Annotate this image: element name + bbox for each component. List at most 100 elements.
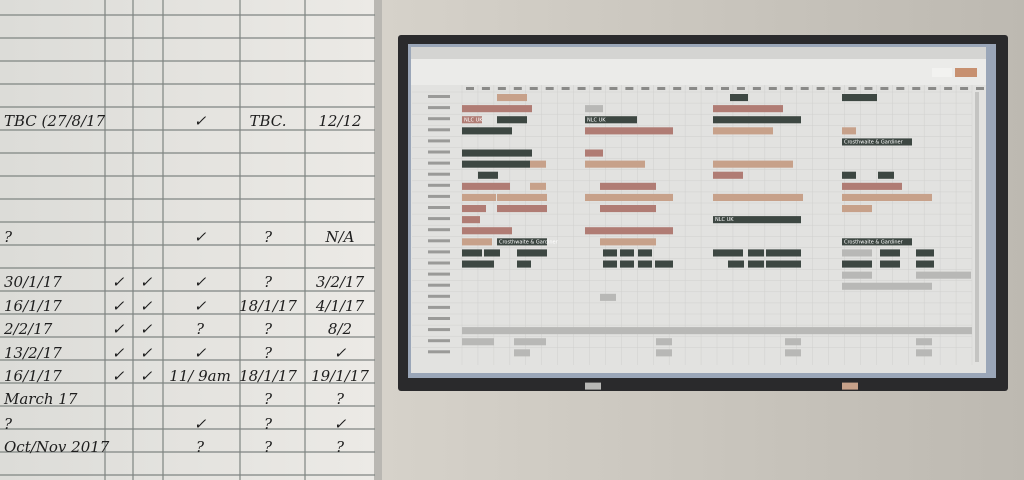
- handwritten-entry: ?: [264, 228, 273, 246]
- col-head: [657, 87, 666, 90]
- gantt-bar: [766, 260, 801, 268]
- button: [932, 68, 952, 77]
- gantt-bar: [842, 94, 877, 102]
- gantt-bar: [478, 260, 494, 268]
- handwritten-entry: ?: [336, 390, 345, 408]
- bar-label: Crosthwaite & Gardiner: [499, 239, 559, 245]
- handwritten-entry: N/A: [324, 228, 354, 246]
- col-head: [944, 87, 953, 90]
- handwritten-entry: 12/12: [318, 112, 361, 130]
- gantt-bar: [514, 338, 530, 346]
- row-name: [428, 283, 450, 287]
- row-name: [428, 172, 450, 176]
- handwritten-entry: 4/1/17: [315, 297, 365, 315]
- handwritten-entry: ?: [196, 438, 205, 456]
- app-header: [411, 59, 986, 85]
- gantt-bar: [497, 116, 527, 124]
- gantt-bar: [462, 227, 512, 235]
- handwritten-entry: ?: [264, 344, 273, 362]
- handwritten-entry: 2/2/17: [3, 320, 53, 338]
- gantt: [412, 85, 984, 390]
- row-name: [428, 183, 450, 187]
- col-head: [545, 87, 554, 90]
- col-head: [497, 87, 506, 90]
- row-name: [428, 161, 450, 165]
- gantt-bar: [785, 349, 801, 357]
- bar-label: Crosthwaite & Gardiner: [844, 139, 904, 145]
- gantt-bar: [517, 260, 531, 268]
- handwritten-entry: 18/1/17: [239, 297, 297, 315]
- gantt-bar: [478, 171, 498, 179]
- row-name: [428, 317, 450, 320]
- gantt-bar: [462, 216, 480, 224]
- handwritten-entry: 8/2: [328, 320, 352, 338]
- board-text: TBC (27/8/17 ✓ TBC. 12/12? ✓? N/A 30/1/17 ✓ ✓ ✓? 3…: [3, 112, 369, 456]
- handwritten-entry: ?: [264, 390, 273, 408]
- gantt-bar: [916, 338, 932, 346]
- handwritten-entry: TBC (27/8/17: [4, 112, 106, 130]
- col-head: [577, 87, 586, 90]
- gantt-bar: [600, 238, 656, 246]
- gantt-bar: [842, 138, 912, 146]
- handwritten-entry: ✓: [194, 344, 207, 362]
- handwritten-entry: ✓: [140, 320, 153, 338]
- row-name: [428, 339, 450, 343]
- gantt-bar: [916, 271, 971, 279]
- gantt-bar: [638, 260, 652, 268]
- col-head: [752, 87, 761, 90]
- gantt-bar: [462, 182, 510, 190]
- gantt-bar: [842, 193, 932, 201]
- col-head: [641, 87, 650, 90]
- handwritten-entry: 18/1/17: [239, 367, 297, 385]
- handwritten-entry: ✓: [112, 320, 125, 338]
- gantt-bar: [497, 193, 547, 201]
- row-name: [428, 261, 450, 265]
- gantt-bar: [603, 249, 617, 257]
- col-head: [721, 87, 729, 90]
- handwritten-entry: 16/1/17: [4, 367, 62, 385]
- row-name: [428, 217, 450, 221]
- gantt-bar: [462, 160, 530, 168]
- handwritten-entry: TBC.: [249, 112, 286, 130]
- col-head: [976, 87, 984, 90]
- handwritten-entry: ?: [4, 228, 13, 246]
- gantt-bar: [878, 171, 894, 179]
- gantt-bar: [462, 249, 482, 257]
- gantt-bar: [880, 260, 900, 268]
- row-name: [428, 206, 450, 209]
- gantt-bar: [585, 160, 645, 168]
- gantt-bar: [713, 127, 773, 135]
- row-name: [428, 106, 450, 110]
- gantt-bar: [656, 338, 672, 346]
- row-name: [428, 150, 450, 154]
- gantt-bar: [585, 149, 603, 157]
- bar-label: NLC UK: [715, 217, 734, 223]
- gantt-bar: [462, 105, 532, 113]
- gantt-bar: [916, 349, 932, 357]
- row-name: [428, 305, 450, 309]
- gantt-bar: [497, 94, 527, 102]
- gantt-bar: [462, 116, 482, 124]
- row-name: [428, 239, 450, 243]
- handwritten-entry: 30/1/17: [4, 273, 62, 291]
- col-head: [481, 87, 490, 90]
- handwritten-entry: ?: [196, 320, 205, 338]
- gantt-bar: [842, 249, 872, 257]
- gantt-bar: [497, 205, 547, 213]
- col-head: [593, 87, 602, 90]
- row-name: [428, 95, 450, 98]
- handwritten-entry: ?: [4, 415, 13, 433]
- handwritten-entry: ✓: [112, 344, 125, 362]
- board-frame: [374, 0, 382, 480]
- col-head: [784, 87, 793, 90]
- gantt-bar: [713, 193, 803, 201]
- gantt-bar: [713, 105, 783, 113]
- gantt-bar: [842, 205, 872, 213]
- handwritten-entry: March 17: [3, 390, 78, 408]
- handwritten-entry: 13/2/17: [4, 344, 62, 362]
- handwritten-entry: ✓: [334, 415, 347, 433]
- gantt-bar: [600, 182, 656, 190]
- handwritten-entry: ?: [264, 273, 273, 291]
- gantt-bar: [462, 238, 492, 246]
- app-tabs: [411, 47, 986, 59]
